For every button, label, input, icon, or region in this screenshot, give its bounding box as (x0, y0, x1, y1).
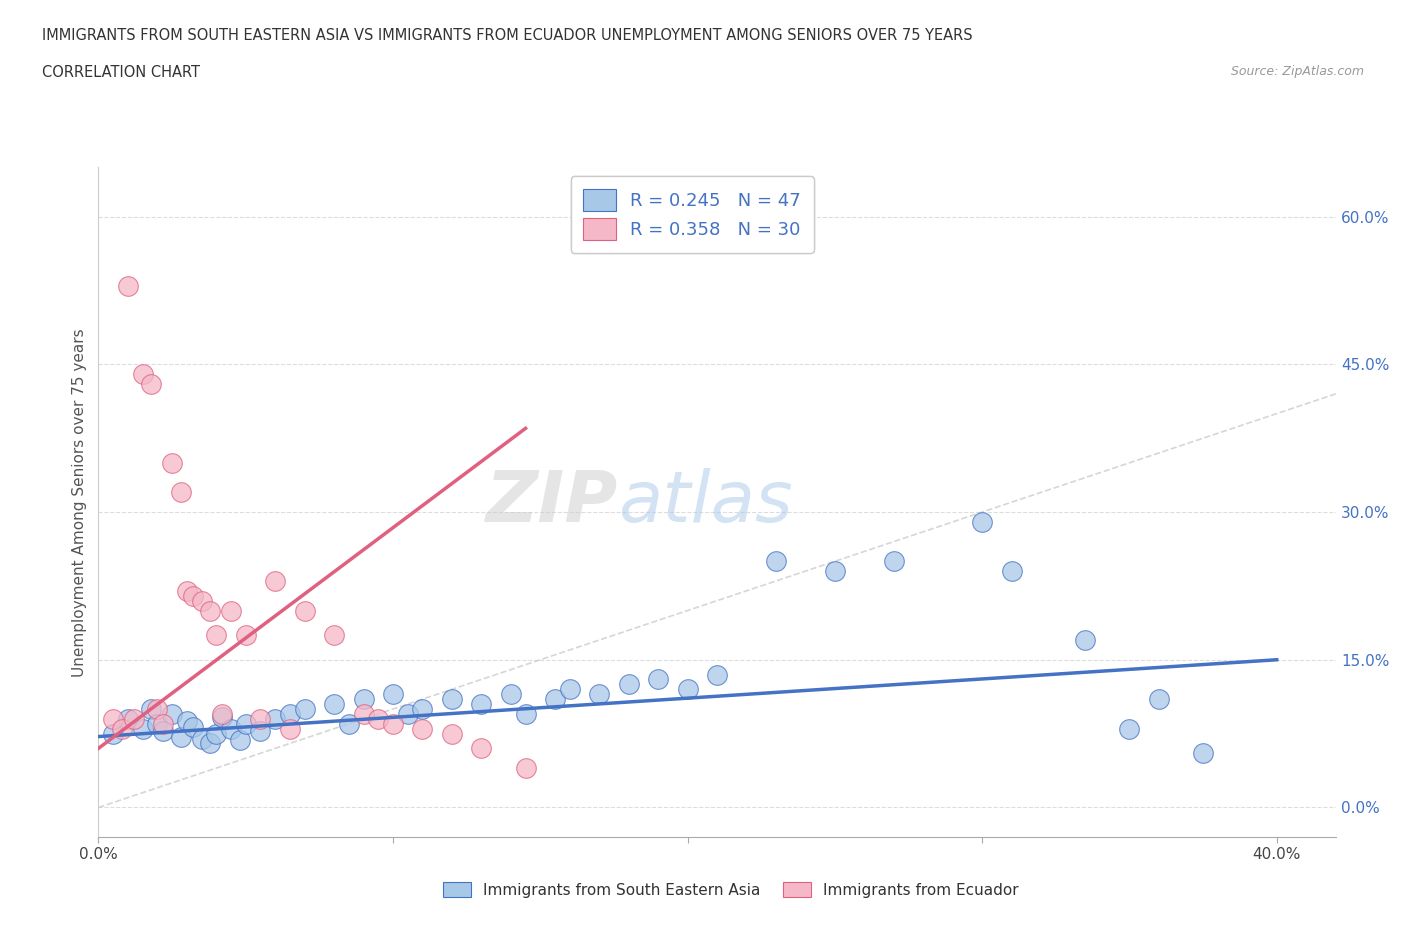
Point (152, 724, 174, 738)
Point (101, 711, 124, 726)
Point (176, 583, 198, 598)
Text: CORRELATION CHART: CORRELATION CHART (42, 65, 200, 80)
Point (647, 672, 669, 687)
Text: Source: ZipAtlas.com: Source: ZipAtlas.com (1230, 65, 1364, 78)
Point (470, 741, 492, 756)
Point (440, 692, 463, 707)
Point (170, 729, 193, 744)
Point (323, 697, 346, 711)
Point (235, 628, 257, 643)
Point (160, 456, 183, 471)
Point (558, 682, 581, 697)
Point (765, 554, 787, 569)
Point (211, 710, 233, 724)
Point (367, 711, 389, 726)
Point (122, 711, 145, 726)
Point (294, 701, 316, 716)
Point (219, 722, 242, 737)
Point (617, 677, 640, 692)
Point (499, 686, 522, 701)
Point (323, 628, 346, 643)
Point (146, 701, 169, 716)
Point (440, 726, 463, 741)
Point (176, 713, 198, 728)
Point (117, 711, 139, 726)
Text: atlas: atlas (619, 468, 793, 537)
Point (211, 707, 233, 722)
Point (294, 603, 316, 618)
Point (515, 761, 537, 776)
Point (181, 719, 204, 734)
Point (353, 692, 375, 707)
Y-axis label: Unemployment Among Seniors over 75 years: Unemployment Among Seniors over 75 years (72, 328, 87, 676)
Point (1001, 564, 1024, 578)
Text: ZIP: ZIP (486, 468, 619, 537)
Point (205, 628, 228, 643)
Point (235, 716, 257, 731)
Point (382, 716, 405, 731)
Point (101, 726, 124, 741)
Point (1147, 692, 1170, 707)
Point (249, 724, 271, 738)
Point (264, 574, 287, 589)
Point (249, 711, 271, 726)
Text: IMMIGRANTS FROM SOUTH EASTERN ASIA VS IMMIGRANTS FROM ECUADOR UNEMPLOYMENT AMONG: IMMIGRANTS FROM SOUTH EASTERN ASIA VS IM… (42, 28, 973, 43)
Point (229, 733, 252, 748)
Point (170, 485, 193, 499)
Point (111, 722, 134, 737)
Point (117, 278, 139, 293)
Point (200, 736, 222, 751)
Point (883, 554, 905, 569)
Point (190, 593, 212, 608)
Point (146, 716, 169, 731)
Legend: R = 0.245   N = 47, R = 0.358   N = 30: R = 0.245 N = 47, R = 0.358 N = 30 (571, 177, 814, 253)
Point (515, 707, 537, 722)
Point (141, 377, 163, 392)
Point (131, 366, 153, 381)
Point (396, 707, 419, 722)
Point (278, 722, 301, 737)
Point (470, 697, 492, 711)
Point (411, 701, 433, 716)
Point (337, 716, 360, 731)
Point (676, 682, 699, 697)
Point (411, 722, 433, 737)
Point (588, 686, 610, 701)
Point (152, 716, 174, 731)
Point (200, 603, 222, 618)
Point (190, 731, 212, 746)
Point (382, 686, 405, 701)
Point (1192, 746, 1215, 761)
Point (1074, 632, 1097, 647)
Point (219, 603, 242, 618)
Point (824, 564, 846, 578)
Point (1118, 722, 1140, 737)
Point (205, 726, 228, 741)
Point (264, 711, 287, 726)
Legend: Immigrants from South Eastern Asia, Immigrants from Ecuador: Immigrants from South Eastern Asia, Immi… (437, 875, 1025, 904)
Point (141, 701, 163, 716)
Point (544, 692, 567, 707)
Point (160, 707, 183, 722)
Point (972, 514, 994, 529)
Point (353, 707, 375, 722)
Point (706, 667, 728, 682)
Point (278, 707, 301, 722)
Point (181, 589, 204, 604)
Point (131, 722, 153, 737)
